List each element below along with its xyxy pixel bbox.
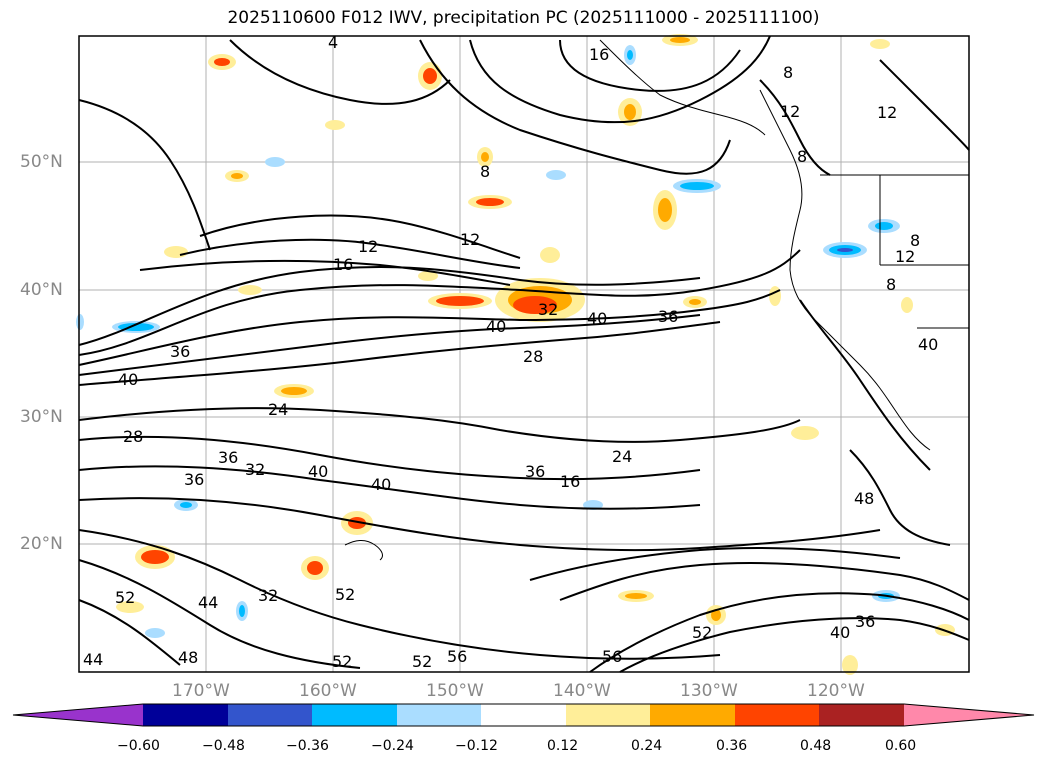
lat-label: 50°N [20,152,63,172]
contour-label: 24 [268,400,288,419]
colorbar-segment [819,704,904,726]
colorbar-left-extend [13,704,143,726]
contour-label: 52 [335,585,355,604]
colorbar-right-extend [904,704,1034,726]
contour-label: 40 [830,623,850,642]
contour-label: 12 [460,230,480,249]
contour-label-group: 4 16 8 12 12 8 8 12 12 16 8 12 8 40 32 4… [83,33,938,671]
contour-label: 32 [245,460,265,479]
colorbar-segment [397,704,481,726]
contour-label: 36 [218,448,238,467]
colorbar-segment [228,704,312,726]
contour-label: 8 [886,275,896,294]
colorbar-tick: −0.48 [202,738,245,754]
lat-label: 20°N [20,534,63,554]
precipitation-shading [76,34,955,675]
contour-label: 40 [371,475,391,494]
iwv-contours [78,35,970,673]
contour-label: 40 [918,335,938,354]
contour-label: 8 [783,63,793,82]
colorbar-segment [481,704,566,726]
colorbar-tick: −0.24 [371,738,414,754]
contour-label: 8 [910,231,920,250]
contour-label: 40 [118,370,138,389]
contour-label: 24 [612,447,632,466]
coastlines [344,39,969,561]
contour-label: 28 [123,427,143,446]
contour-label: 52 [412,652,432,671]
contour-label: 12 [358,237,378,256]
contour-label: 52 [332,652,352,671]
contour-label: 36 [184,470,204,489]
colorbar-tick: −0.36 [286,738,329,754]
contour-label: 40 [486,317,506,336]
lon-label: 170°W [172,681,230,701]
colorbar-segment [650,704,735,726]
contour-label: 44 [83,650,103,669]
contour-label: 36 [658,307,678,326]
contour-label: 40 [308,462,328,481]
contour-label: 4 [328,33,338,52]
contour-label: 32 [258,586,278,605]
colorbar-outline [12,703,1035,727]
lon-label: 140°W [553,681,611,701]
contour-label: 56 [447,647,467,666]
lat-label: 30°N [20,407,63,427]
contour-label: 36 [525,462,545,481]
contour-label: 8 [480,162,490,181]
lon-label: 120°W [807,681,865,701]
contour-label: 12 [780,102,800,121]
colorbar-segment [735,704,819,726]
contour-label: 40 [587,309,607,328]
lon-label: 150°W [426,681,484,701]
lon-label: 160°W [299,681,357,701]
colorbar-segment [566,704,650,726]
contour-label: 12 [877,103,897,122]
colorbar-segment [312,704,397,726]
contour-label: 16 [589,45,609,64]
map-title: 2025110600 F012 IWV, precipitation PC (2… [227,8,820,28]
contour-label: 44 [198,593,218,612]
contour-label: 16 [333,255,353,274]
contour-label: 36 [170,342,190,361]
contour-label: 52 [115,588,135,607]
colorbar-tick: −0.12 [455,738,498,754]
colorbar-tick: −0.60 [117,738,160,754]
lon-label: 130°W [680,681,738,701]
colorbar-tick: 0.36 [716,738,748,754]
lat-label: 40°N [20,280,63,300]
contour-label: 12 [895,247,915,266]
colorbar-tick: 0.24 [631,738,663,754]
contour-label: 36 [855,612,875,631]
map-frame [78,35,970,673]
contour-label: 28 [523,347,543,366]
colorbar-segment [143,704,228,726]
contour-label: 8 [797,147,807,166]
colorbar-tick: 0.12 [547,738,579,754]
colorbar [12,703,1035,727]
contour-label: 52 [692,623,712,642]
contour-label: 48 [178,648,198,667]
contour-label: 32 [538,300,558,319]
contour-label: 16 [560,472,580,491]
colorbar-tick: 0.60 [885,738,917,754]
contour-label: 56 [602,647,622,666]
colorbar-tick: 0.48 [800,738,832,754]
contour-label: 48 [854,489,874,508]
